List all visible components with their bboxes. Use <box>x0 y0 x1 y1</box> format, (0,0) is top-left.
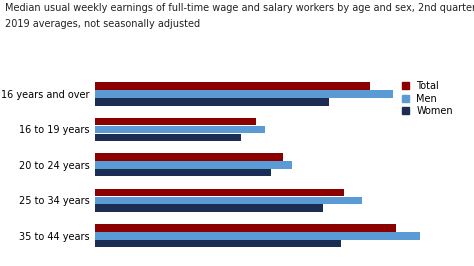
Bar <box>95 224 396 232</box>
Bar <box>95 82 370 90</box>
Bar <box>95 189 344 196</box>
Bar <box>95 134 241 141</box>
Bar <box>95 205 323 212</box>
Text: Median usual weekly earnings of full-time wage and salary workers by age and sex: Median usual weekly earnings of full-tim… <box>5 3 474 13</box>
Bar <box>95 118 256 125</box>
Bar <box>95 169 271 176</box>
Bar <box>95 153 283 161</box>
Bar <box>95 232 420 240</box>
Legend: Total, Men, Women: Total, Men, Women <box>400 79 455 118</box>
Text: 2019 averages, not seasonally adjusted: 2019 averages, not seasonally adjusted <box>5 19 200 29</box>
Bar <box>95 240 341 247</box>
Bar <box>95 98 329 106</box>
Bar <box>95 90 393 98</box>
Bar <box>95 197 363 204</box>
Bar <box>95 126 265 133</box>
Bar <box>95 161 292 169</box>
